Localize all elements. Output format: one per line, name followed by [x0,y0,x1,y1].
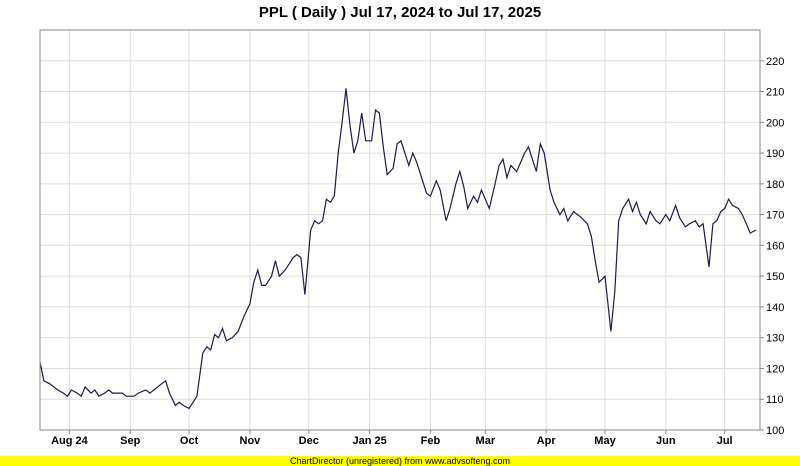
footer-bar [0,456,800,466]
y-axis-ticks: 100 110 120 130 140 150 160 170 180 190 200 210 220 [760,56,784,437]
y-tick-label: 210 [766,87,784,99]
y-tick-label: 110 [766,394,784,406]
x-tick-label: May [594,435,616,447]
chart-title: PPL ( Daily ) Jul 17, 2024 to Jul 17, 20… [258,4,542,21]
y-tick-label: 220 [766,56,784,68]
y-tick-label: 120 [766,363,784,375]
x-tick-label: Mar [476,435,496,447]
x-tick-label: Aug 24 [51,435,89,447]
price-series-line [39,88,757,410]
x-tick-label: Sep [120,435,140,447]
y-tick-label: 190 [766,148,784,160]
y-tick-label: 200 [766,117,784,129]
line-chart: 100110120130140150160170180190200210220 … [39,29,784,447]
x-axis-ticks: Aug 24 Sep Oct Nov Dec Jan 25 Feb Mar Apr May Jun J… [51,430,733,447]
x-tick-label: Jun [656,435,676,447]
footer-credit: ChartDirector (unregistered) from www.ad… [289,456,511,466]
x-tick-label: Jan 25 [352,435,386,447]
x-tick-label: Oct [180,435,199,447]
x-tick-label: Feb [421,435,441,447]
plot-border [39,29,761,431]
y-tick-label: 170 [766,210,784,222]
x-tick-label: Nov [240,435,262,447]
y-tick-label: 180 [766,179,784,191]
x-tick-label: Dec [299,435,319,447]
x-tick-label: Jul [717,435,733,447]
y-tick-label: 140 [766,302,784,314]
y-tick-label: 150 [766,271,784,283]
grid-lines [40,30,760,431]
y-tick-label: 130 [766,333,784,345]
x-tick-label: Apr [537,435,557,447]
y-tick-label: 100 [766,425,784,437]
y-tick-label: 160 [766,240,784,252]
plot-area [39,29,761,431]
